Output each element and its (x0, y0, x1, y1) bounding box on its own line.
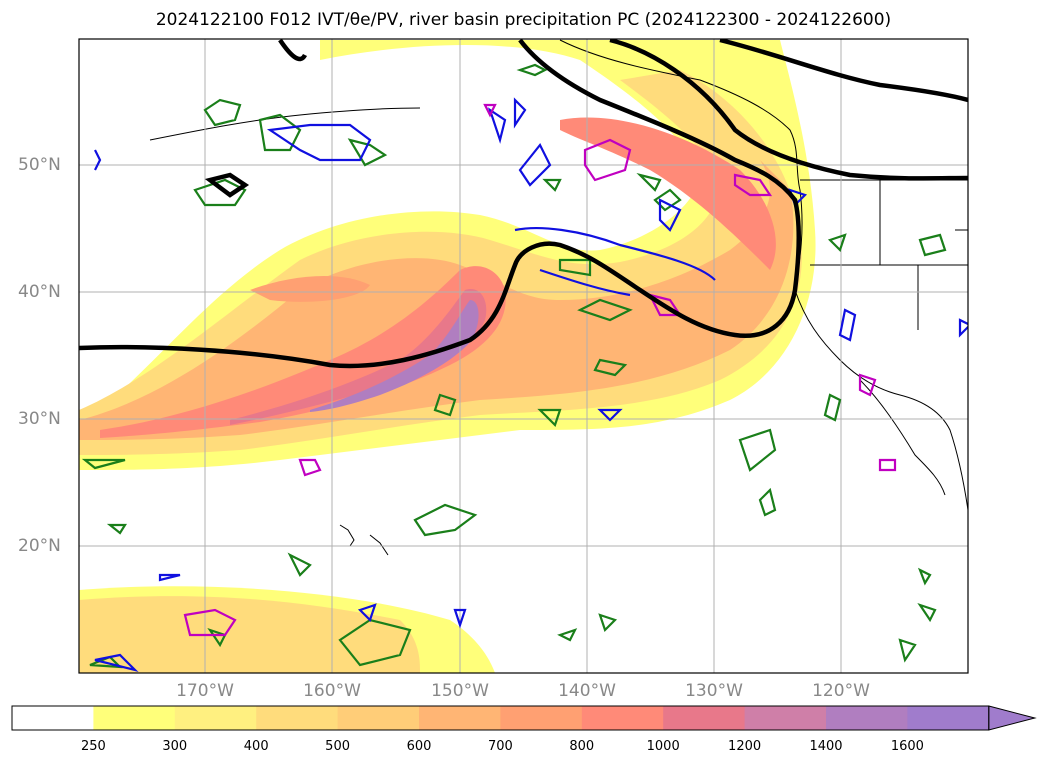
colorbar-segment (500, 706, 583, 730)
colorbar-segment (174, 706, 257, 730)
colorbar-tick-label: 1600 (890, 739, 924, 754)
colorbar-tick-label: 1000 (646, 739, 680, 754)
colorbar-segment (826, 706, 908, 730)
theta-e-contours (79, 39, 968, 369)
colorbar-segment (744, 706, 827, 730)
colorbar-tick-label: 700 (487, 739, 513, 754)
colorbar-segment (256, 706, 339, 730)
colorbar-segment (907, 706, 990, 730)
lat-label-50: 50°N (18, 155, 61, 175)
colorbar-segment (93, 706, 176, 730)
lon-label-160w: 160°W (303, 681, 361, 701)
colorbar-tick-label: 1200 (728, 739, 762, 754)
colorbar-tick-label: 300 (162, 739, 188, 754)
lon-label-150w: 150°W (431, 681, 489, 701)
colorbar-outline (11, 705, 990, 731)
lon-label-170w: 170°W (176, 681, 234, 701)
lon-label-140w: 140°W (558, 681, 616, 701)
lat-label-20: 20°N (18, 536, 61, 556)
colorbar-tick-label: 600 (406, 739, 432, 754)
lat-label-30: 30°N (18, 409, 61, 429)
colorbar-segment (581, 706, 664, 730)
lon-label-120w: 120°W (812, 681, 870, 701)
colorbar-segment (12, 706, 94, 730)
lon-label-130w: 130°W (685, 681, 743, 701)
colorbar-segment (663, 706, 746, 730)
lat-label-40: 40°N (18, 282, 61, 302)
colorbar-tick-label: 400 (243, 739, 269, 754)
colorbar-tick-label: 500 (325, 739, 351, 754)
colorbar-tick-label: 800 (569, 739, 595, 754)
colorbar-tick-label: 1400 (809, 739, 843, 754)
map-title: 2024122100 F012 IVT/θe/PV, river basin p… (155, 10, 892, 30)
ivt-shading (79, 40, 816, 673)
colorbar-segment (419, 706, 501, 730)
colorbar-tick-label: 250 (80, 739, 106, 754)
colorbar-extend-arrow (988, 705, 1037, 731)
colorbar-segment (337, 706, 420, 730)
colorbar (11, 705, 1037, 731)
